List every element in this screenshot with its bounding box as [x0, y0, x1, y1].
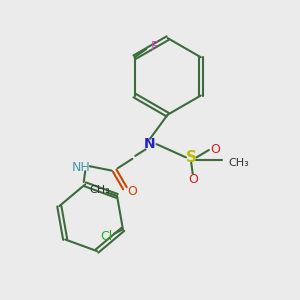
Text: F: F — [151, 40, 158, 53]
Text: O: O — [128, 185, 137, 198]
Text: N: N — [144, 137, 156, 151]
Text: O: O — [210, 143, 220, 157]
Text: Cl: Cl — [100, 230, 113, 243]
Text: O: O — [188, 173, 198, 186]
Text: S: S — [186, 150, 197, 165]
Text: NH: NH — [71, 161, 90, 174]
Text: CH₃: CH₃ — [89, 185, 110, 195]
Text: CH₃: CH₃ — [228, 158, 249, 168]
